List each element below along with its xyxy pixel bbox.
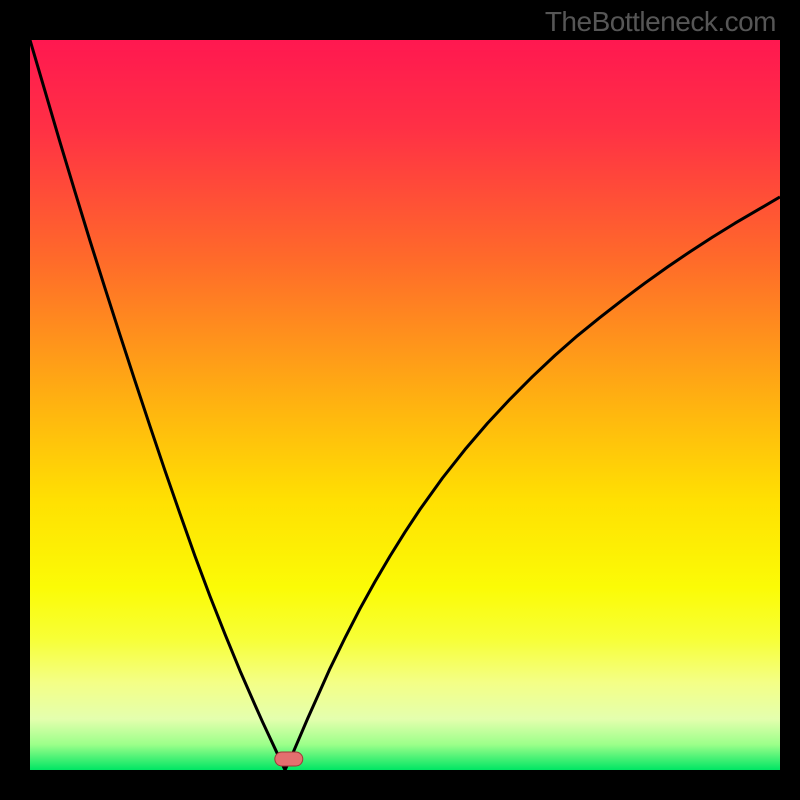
chart-frame: TheBottleneck.com bbox=[0, 0, 800, 800]
watermark-text: TheBottleneck.com bbox=[545, 6, 776, 38]
optimal-marker bbox=[275, 752, 303, 766]
plot-area bbox=[30, 40, 780, 770]
